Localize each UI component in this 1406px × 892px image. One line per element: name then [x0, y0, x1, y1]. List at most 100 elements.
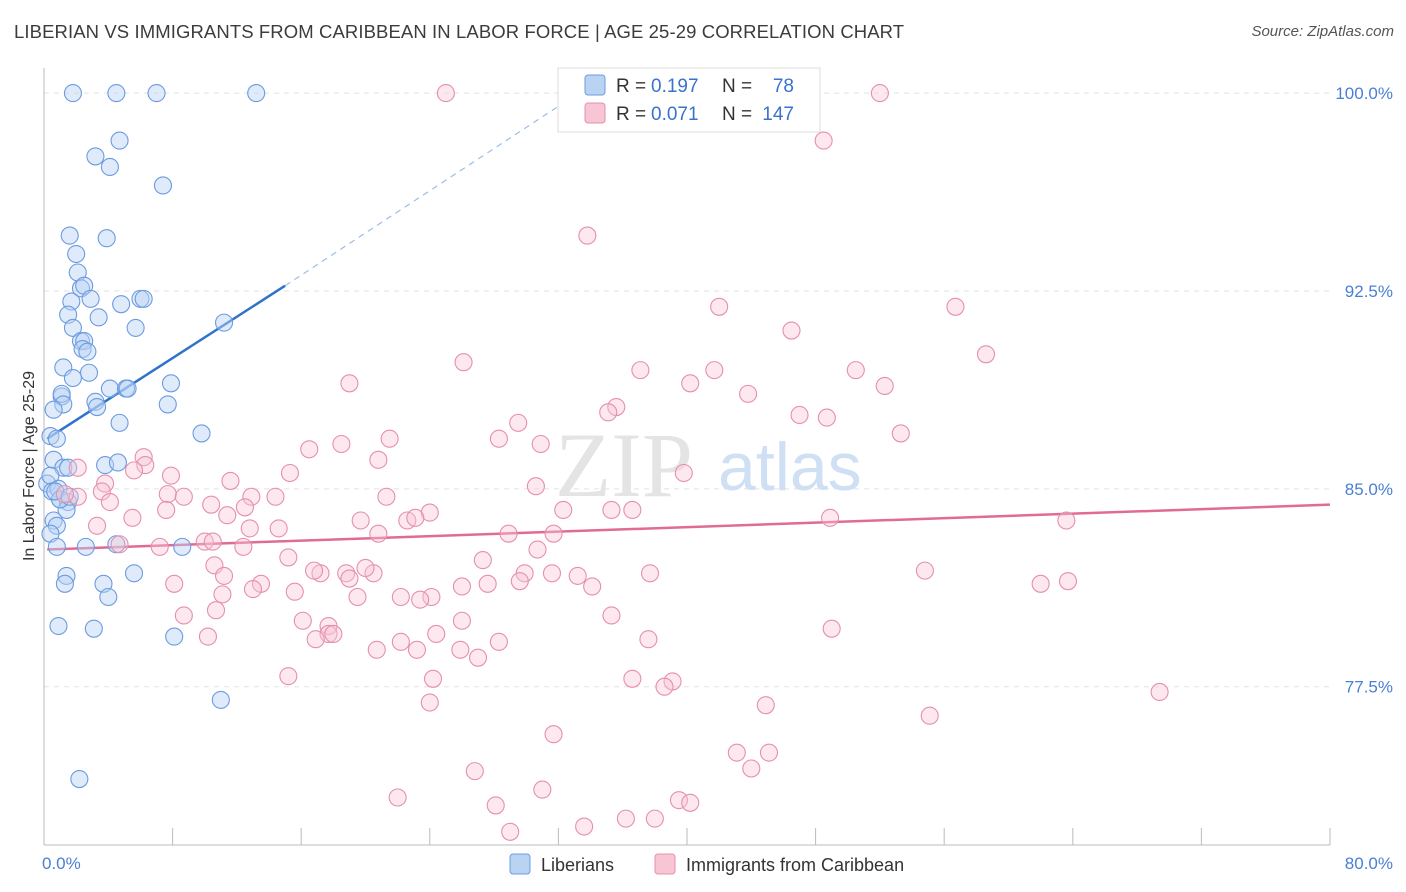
caribbean-point-141 — [616, 809, 635, 828]
liberian-point-37 — [54, 395, 73, 414]
liberian-point-9 — [97, 229, 116, 248]
caribbean-point-22 — [380, 429, 399, 448]
liberian-point-23 — [63, 318, 82, 337]
caribbean-point-46 — [100, 492, 119, 512]
liberian-point-45 — [47, 429, 66, 448]
liberian-point-71 — [84, 619, 103, 638]
caribbean-point-13 — [681, 374, 700, 393]
liberian-point-34 — [118, 379, 137, 398]
caribbean-point-126 — [655, 677, 674, 696]
caribbean-point-139 — [575, 817, 594, 836]
liberian-point-10 — [67, 244, 86, 264]
liberian-point-27 — [78, 342, 97, 361]
caribbean-point-113 — [427, 624, 446, 643]
caribbean-point-34 — [221, 471, 240, 490]
caribbean-point-93 — [915, 561, 934, 580]
liberian-point-30 — [63, 368, 82, 388]
y-tick-label-2: 92.5% — [1345, 282, 1393, 301]
liberian-point-39 — [87, 398, 107, 417]
caribbean-point-18 — [790, 405, 809, 425]
x-tick-label-1: 80.0% — [1345, 854, 1393, 873]
caribbean-point-41 — [242, 487, 261, 506]
liberian-point-2 — [147, 84, 166, 103]
caribbean-point-6 — [782, 321, 801, 340]
caribbean-point-1 — [870, 84, 889, 103]
caribbean-point-8 — [454, 353, 473, 372]
caribbean-point-121 — [468, 648, 488, 667]
legend-swatch-pink — [584, 102, 606, 124]
caribbean-point-115 — [391, 632, 410, 651]
caribbean-point-99 — [348, 587, 367, 607]
y-tick-label-0: 77.5% — [1345, 678, 1393, 697]
liberian-point-6 — [100, 157, 119, 177]
liberian-point-70 — [49, 616, 68, 636]
caribbean-point-32 — [68, 458, 87, 477]
liberian-trend-line — [46, 284, 286, 440]
liberian-point-16 — [112, 295, 131, 314]
liberian-point-32 — [100, 379, 119, 398]
liberian-point-62 — [76, 537, 95, 556]
caribbean-point-134 — [388, 788, 407, 807]
caribbean-point-60 — [1057, 511, 1076, 530]
caribbean-point-71 — [234, 537, 253, 556]
caribbean-point-29 — [136, 456, 155, 475]
liberian-point-68 — [124, 564, 144, 583]
liberian-point-74 — [70, 769, 89, 789]
legend-n-label-0: N = — [722, 76, 752, 97]
caribbean-point-104 — [174, 606, 193, 625]
caribbean-point-26 — [300, 440, 319, 459]
caribbean-point-84 — [356, 558, 375, 578]
caribbean-point-89 — [452, 577, 472, 596]
caribbean-point-63 — [269, 519, 288, 538]
liberian-point-72 — [165, 627, 184, 646]
caribbean-point-118 — [367, 640, 386, 659]
trend-lines — [46, 95, 1331, 551]
liberian-point-5 — [110, 131, 129, 150]
caribbean-point-73 — [279, 548, 298, 567]
caribbean-point-95 — [1058, 572, 1078, 591]
caribbean-point-28 — [369, 450, 388, 469]
watermark-atlas: atlas — [718, 429, 862, 505]
caribbean-point-124 — [623, 669, 642, 688]
caribbean-point-3 — [578, 226, 597, 245]
caribbean-point-19 — [817, 408, 836, 427]
caribbean-point-91 — [510, 572, 529, 591]
legend-r-label-0: R = — [616, 76, 646, 97]
liberian-point-4 — [86, 147, 105, 166]
caribbean-point-80 — [542, 564, 562, 583]
liberian-point-3 — [247, 84, 266, 103]
caribbean-point-61 — [87, 516, 107, 535]
liberian-point-8 — [60, 226, 79, 245]
liberian-point-50 — [108, 453, 127, 472]
caribbean-point-36 — [161, 466, 181, 485]
caribbean-point-68 — [203, 532, 222, 551]
source-credit: Source: ZipAtlas.com — [1251, 23, 1394, 40]
series-swatch-liberians — [509, 853, 531, 875]
caribbean-point-111 — [306, 630, 325, 649]
caribbean-point-114 — [489, 632, 508, 651]
liberian-point-61 — [47, 537, 66, 556]
caribbean-point-66 — [544, 524, 563, 543]
caribbean-point-15 — [739, 384, 758, 403]
legend-r-value-1: 0.071 — [651, 104, 699, 125]
caribbean-point-20 — [509, 413, 528, 432]
caribbean-point-21 — [891, 424, 910, 443]
caribbean-point-23 — [489, 429, 508, 448]
liberian-point-18 — [134, 289, 153, 308]
legend-r-label-1: R = — [616, 104, 646, 125]
caribbean-point-24 — [332, 434, 351, 454]
caribbean-point-2 — [814, 131, 833, 150]
caribbean-point-62 — [240, 519, 259, 538]
series-legend: Liberians Immigrants from Caribbean — [509, 853, 904, 875]
liberian-point-0 — [63, 84, 82, 103]
caribbean-point-143 — [759, 743, 779, 762]
caribbean-point-45 — [55, 485, 74, 504]
liberian-trend-extension — [284, 95, 575, 287]
liberian-point-42 — [110, 413, 129, 432]
caribbean-point-55 — [123, 508, 142, 527]
caribbean-point-97 — [213, 585, 232, 604]
y-tick-labels: 77.5% 85.0% 92.5% 100.0% — [1335, 84, 1393, 697]
caribbean-point-50 — [554, 500, 573, 519]
caribbean-point-53 — [157, 500, 176, 519]
